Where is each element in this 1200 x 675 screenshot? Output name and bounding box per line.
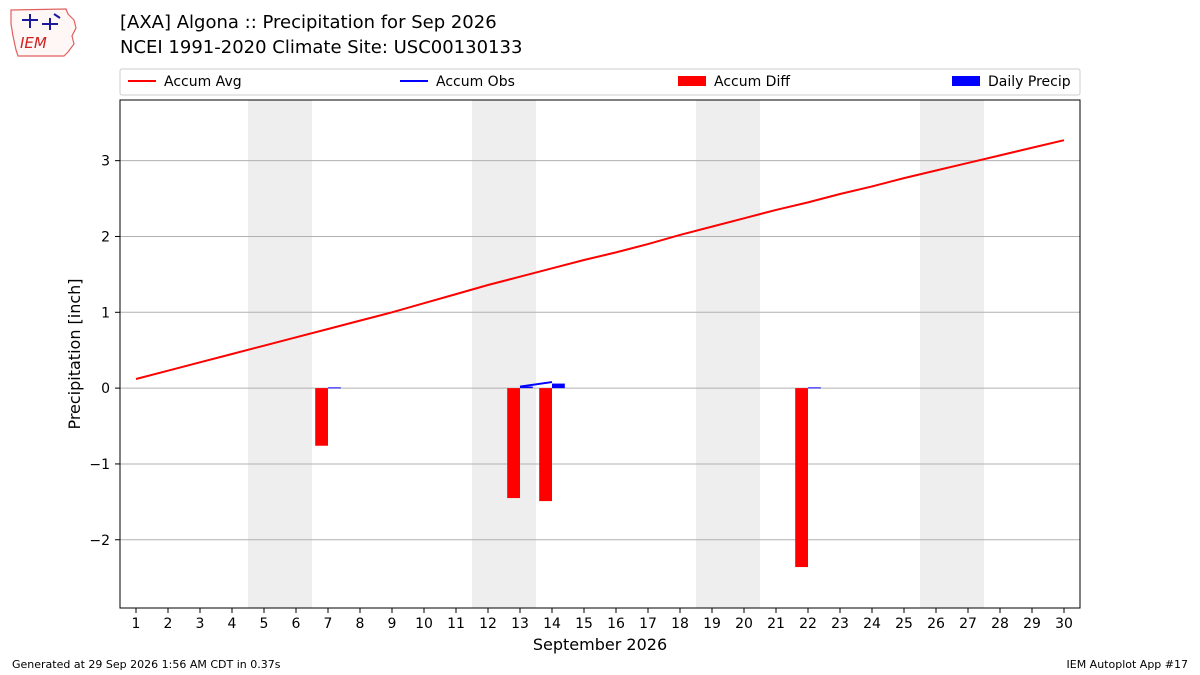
x-tick-label: 1 [132,616,141,632]
x-tick-label: 11 [447,616,465,632]
autoplot-credit: IEM Autoplot App #17 [1066,658,1189,671]
logo-text: IEM [20,34,47,52]
x-tick-label: 10 [415,616,433,632]
x-tick-label: 13 [511,616,529,632]
weekend-span [920,100,984,608]
x-tick-label: 8 [356,616,365,632]
x-tick-label: 26 [927,616,945,632]
x-axis: 1 2 3 4 5 6 7 8 9 10 11 12 13 14 15 16 17 18 19 20 21 22 23 24 2… [132,608,1073,632]
x-tick-label: 6 [292,616,301,632]
weekend-shading [248,100,984,608]
accum-diff-bar [315,388,328,446]
x-tick-label: 16 [607,616,625,632]
x-tick-label: 9 [388,616,397,632]
accum-diff-bar [539,388,552,502]
legend-label: Accum Obs [436,74,515,90]
x-tick-label: 2 [164,616,173,632]
x-tick-label: 5 [260,616,269,632]
legend-label: Daily Precip [988,74,1071,90]
legend-label: Accum Diff [714,74,790,90]
weekend-span [472,100,536,608]
x-tick-label: 14 [543,616,561,632]
y-axis: −2 −1 0 1 2 3 [89,154,120,549]
x-tick-label: 28 [991,616,1009,632]
iem-logo: IEM [10,8,77,57]
y-axis-label: Precipitation [inch] [65,278,84,429]
legend: Accum Avg Accum Obs Accum Diff Daily Precip [119,68,1081,96]
y-tick-label: −2 [89,533,110,549]
y-tick-label: 1 [101,305,110,321]
x-tick-label: 21 [767,616,785,632]
x-tick-label: 30 [1055,616,1073,632]
chart-subtitle: NCEI 1991-2020 Climate Site: USC00130133 [120,37,523,58]
x-tick-label: 27 [959,616,977,632]
legend-swatch [952,76,980,86]
plot-area-frame [119,99,1081,609]
y-tick-label: 3 [101,154,110,170]
x-tick-label: 17 [639,616,657,632]
x-tick-label: 25 [895,616,913,632]
chart-title: [AXA] Algona :: Precipitation for Sep 20… [120,12,497,33]
y-tick-label: 0 [101,381,110,397]
x-tick-label: 3 [196,616,205,632]
x-tick-label: 20 [735,616,753,632]
weekend-span [696,100,760,608]
x-tick-label: 23 [831,616,849,632]
x-tick-label: 15 [575,616,593,632]
accum-diff-bar [795,388,808,568]
weekend-span [248,100,312,608]
x-tick-label: 29 [1023,616,1041,632]
x-tick-label: 7 [324,616,333,632]
daily-precip-bar [328,387,341,389]
accum-avg-line [135,139,1065,380]
y-tick-label: −1 [89,457,110,473]
grid-lines [120,160,1080,541]
bars [315,383,821,568]
generated-timestamp: Generated at 29 Sep 2026 1:56 AM CDT in … [12,658,281,671]
daily-precip-bar [808,387,821,389]
accum-diff-bar [507,388,520,499]
x-tick-label: 19 [703,616,721,632]
legend-label: Accum Avg [164,74,242,90]
daily-precip-bar [520,386,533,389]
y-tick-label: 2 [101,229,110,245]
x-axis-label: September 2026 [533,635,667,654]
legend-swatch [678,76,706,86]
x-tick-label: 4 [228,616,237,632]
series-lines [135,139,1065,388]
weather-station-icon [22,13,61,30]
legend-frame [119,68,1081,96]
x-tick-label: 24 [863,616,881,632]
x-tick-label: 18 [671,616,689,632]
accum-obs-line [519,381,553,388]
x-tick-label: 12 [479,616,497,632]
daily-precip-bar [552,383,565,389]
x-tick-label: 22 [799,616,817,632]
